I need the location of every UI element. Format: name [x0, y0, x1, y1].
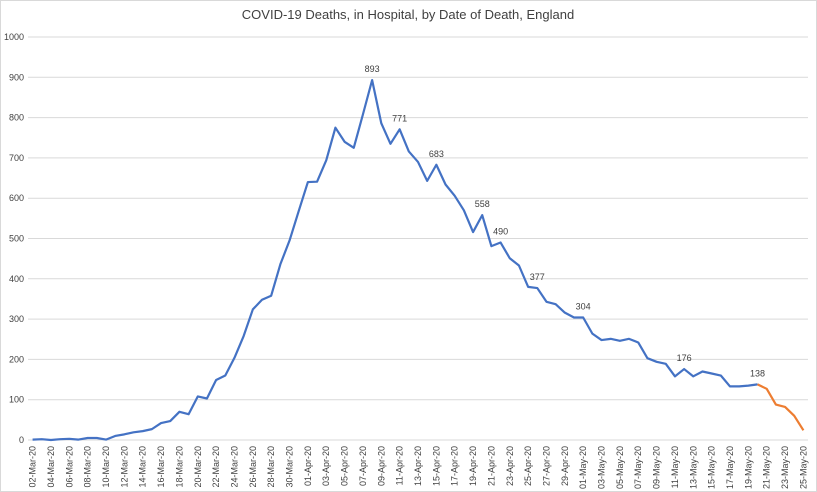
x-tick-label: 30-Mar-20 — [285, 446, 295, 488]
y-tick-label: 500 — [9, 234, 24, 244]
x-tick-label: 09-May-20 — [652, 446, 662, 489]
x-tick-label: 21-May-20 — [762, 446, 772, 489]
x-tick-label: 01-Apr-20 — [303, 446, 313, 486]
x-tick-label: 07-Apr-20 — [358, 446, 368, 486]
x-tick-label: 14-Mar-20 — [138, 446, 148, 488]
data-label: 304 — [576, 301, 591, 311]
data-label: 683 — [429, 149, 444, 159]
x-tick-label: 19-Apr-20 — [468, 446, 478, 486]
x-tick-label: 13-Apr-20 — [413, 446, 423, 486]
x-tick-label: 06-Mar-20 — [64, 446, 74, 488]
x-tick-label: 23-Apr-20 — [505, 446, 515, 486]
x-tick-label: 29-Apr-20 — [560, 446, 570, 486]
x-tick-label: 03-Apr-20 — [321, 446, 331, 486]
x-tick-label: 11-May-20 — [670, 446, 680, 488]
y-tick-label: 300 — [9, 314, 24, 324]
y-tick-label: 800 — [9, 113, 24, 123]
x-tick-label: 13-May-20 — [688, 446, 698, 489]
x-tick-label: 25-Apr-20 — [523, 446, 533, 486]
chart-title: COVID-19 Deaths, in Hospital, by Date of… — [242, 7, 574, 22]
x-tick-label: 17-Apr-20 — [450, 446, 460, 486]
x-tick-label: 18-Mar-20 — [174, 446, 184, 488]
x-tick-label: 08-Mar-20 — [83, 446, 93, 488]
x-tick-label: 07-May-20 — [633, 446, 643, 489]
data-label: 176 — [677, 353, 692, 363]
y-tick-label: 400 — [9, 274, 24, 284]
data-label: 558 — [475, 199, 490, 209]
data-label: 771 — [392, 113, 407, 123]
x-tick-label: 09-Apr-20 — [376, 446, 386, 486]
x-tick-label: 26-Mar-20 — [248, 446, 258, 488]
y-tick-label: 700 — [9, 153, 24, 163]
x-tick-label: 05-May-20 — [615, 446, 625, 489]
y-tick-label: 100 — [9, 395, 24, 405]
x-tick-label: 01-May-20 — [578, 446, 588, 489]
x-tick-label: 10-Mar-20 — [101, 446, 111, 488]
y-tick-label: 0 — [19, 435, 24, 445]
x-tick-label: 04-Mar-20 — [46, 446, 56, 488]
x-tick-label: 17-May-20 — [725, 446, 735, 489]
x-tick-label: 12-Mar-20 — [119, 446, 129, 488]
x-tick-label: 02-Mar-20 — [28, 446, 38, 488]
y-tick-label: 900 — [9, 72, 24, 82]
x-tick-label: 11-Apr-20 — [395, 446, 405, 485]
series-line — [757, 383, 805, 431]
y-tick-label: 200 — [9, 354, 24, 364]
x-tick-label: 27-Apr-20 — [541, 446, 551, 486]
x-tick-label: 15-May-20 — [707, 446, 717, 489]
x-tick-label: 24-Mar-20 — [229, 446, 239, 488]
series-line — [32, 79, 758, 442]
x-tick-label: 25-May-20 — [798, 446, 808, 489]
data-label: 377 — [530, 272, 545, 282]
y-tick-label: 600 — [9, 193, 24, 203]
x-tick-label: 21-Apr-20 — [486, 446, 496, 486]
x-tick-label: 28-Mar-20 — [266, 446, 276, 488]
x-tick-label: 19-May-20 — [743, 446, 753, 489]
x-tick-label: 23-May-20 — [780, 446, 790, 489]
x-tick-label: 05-Apr-20 — [340, 446, 350, 486]
x-tick-label: 20-Mar-20 — [193, 446, 203, 488]
x-tick-label: 15-Apr-20 — [431, 446, 441, 486]
y-tick-label: 1000 — [4, 32, 24, 42]
data-label: 893 — [365, 64, 380, 74]
x-tick-label: 03-May-20 — [597, 446, 607, 489]
data-label: 138 — [750, 368, 765, 378]
data-label: 490 — [493, 227, 508, 237]
x-tick-label: 16-Mar-20 — [156, 446, 166, 488]
x-tick-label: 22-Mar-20 — [211, 446, 221, 488]
